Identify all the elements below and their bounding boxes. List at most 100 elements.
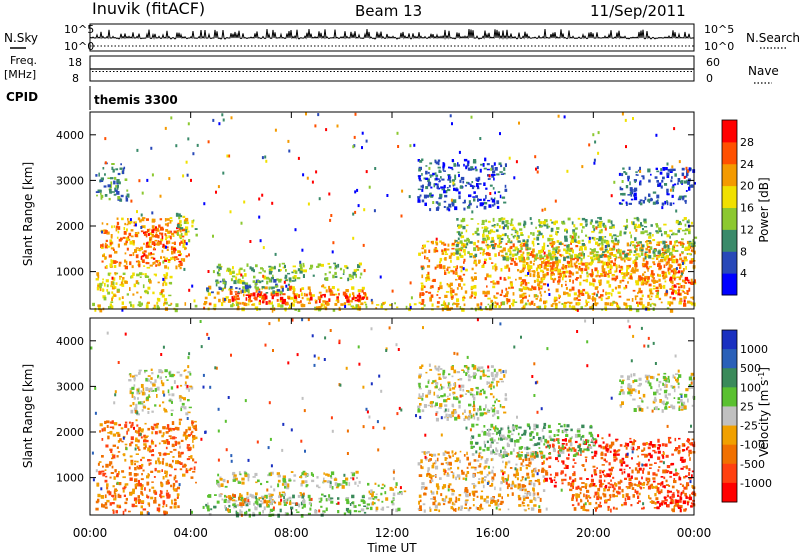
- range-cell: [232, 472, 236, 475]
- range-cell: [207, 140, 210, 144]
- range-cell: [653, 303, 656, 306]
- range-cell: [296, 511, 300, 513]
- range-cell: [332, 308, 336, 312]
- range-cell: [526, 262, 529, 265]
- range-cell: [112, 433, 117, 437]
- range-cell: [656, 194, 660, 199]
- range-cell: [674, 240, 677, 244]
- range-cell: [296, 277, 301, 280]
- range-cell: [571, 286, 575, 291]
- range-cell: [492, 282, 497, 285]
- range-cell: [277, 303, 280, 308]
- range-cell: [110, 430, 113, 435]
- range-cell: [331, 290, 333, 293]
- range-cell: [131, 491, 135, 495]
- range-cell: [192, 435, 196, 439]
- range-cell: [471, 291, 474, 295]
- range-cell: [551, 267, 554, 270]
- range-cell: [449, 179, 452, 183]
- range-cell: [142, 259, 145, 263]
- range-cell: [301, 506, 304, 509]
- range-cell: [658, 274, 662, 277]
- range-cell: [660, 253, 665, 258]
- range-cell: [661, 206, 664, 210]
- range-cell: [489, 184, 493, 187]
- range-cell: [640, 231, 644, 235]
- range-cell: [492, 280, 495, 283]
- range-cell: [335, 503, 339, 505]
- range-cell: [420, 282, 424, 285]
- range-cell: [356, 294, 361, 298]
- range-cell: [229, 290, 233, 295]
- range-cell: [691, 281, 695, 285]
- range-cell: [444, 305, 447, 310]
- range-cell: [672, 255, 676, 258]
- range-cell: [426, 274, 430, 277]
- range-cell: [657, 291, 659, 295]
- range-cell: [657, 250, 661, 255]
- range-cell: [647, 294, 650, 298]
- range-cell: [222, 300, 226, 303]
- range-cell: [483, 228, 486, 231]
- range-cell: [151, 233, 154, 238]
- range-cell: [421, 397, 424, 401]
- range-cell: [432, 453, 437, 457]
- range-cell: [334, 267, 337, 270]
- range-cell: [151, 454, 155, 457]
- range-cell: [628, 277, 631, 280]
- range-cell: [179, 262, 183, 266]
- range-cell: [318, 291, 322, 294]
- range-cell: [608, 284, 612, 288]
- range-cell: [180, 451, 184, 455]
- range-cell: [146, 481, 150, 485]
- range-cell: [570, 242, 572, 245]
- range-cell: [280, 285, 284, 289]
- range-cell: [164, 298, 168, 302]
- range-cell: [524, 240, 527, 243]
- range-cell: [481, 220, 485, 223]
- range-cell: [449, 114, 452, 118]
- range-cell: [635, 308, 640, 313]
- range-cell: [578, 253, 581, 255]
- range-cell: [549, 242, 553, 245]
- range-cell: [176, 486, 180, 490]
- range-cell: [128, 301, 132, 304]
- range-cell: [466, 206, 471, 209]
- range-cell: [436, 264, 439, 269]
- range-cell: [437, 178, 440, 180]
- range-cell: [624, 226, 627, 230]
- range-cell: [257, 504, 260, 507]
- range-cell: [314, 306, 317, 309]
- range-cell: [529, 499, 533, 503]
- range-cell: [623, 259, 626, 263]
- range-cell: [109, 188, 112, 193]
- range-cell: [449, 166, 453, 169]
- range-cell: [498, 242, 501, 245]
- cpid-label: CPID: [6, 90, 38, 104]
- range-cell: [138, 301, 141, 304]
- range-cell: [458, 494, 462, 497]
- range-cell: [473, 400, 475, 405]
- range-cell: [471, 267, 474, 271]
- range-cell: [440, 395, 444, 398]
- range-cell: [298, 294, 301, 298]
- range-cell: [182, 244, 185, 249]
- range-cell: [486, 236, 489, 241]
- range-cell: [129, 492, 133, 496]
- range-cell: [124, 259, 127, 263]
- range-cell: [460, 254, 464, 258]
- range-cell: [164, 233, 167, 236]
- range-cell: [349, 278, 353, 281]
- range-cell: [158, 442, 161, 445]
- range-cell: [444, 302, 447, 306]
- range-cell: [143, 443, 147, 446]
- range-cell: [196, 143, 199, 147]
- range-cell: [310, 472, 313, 476]
- range-cell: [572, 231, 575, 235]
- range-cell: [568, 252, 571, 256]
- range-cell: [500, 380, 504, 383]
- range-cell: [586, 271, 589, 275]
- range-cell: [121, 308, 124, 312]
- range-cell: [523, 223, 526, 227]
- range-cell: [657, 262, 661, 267]
